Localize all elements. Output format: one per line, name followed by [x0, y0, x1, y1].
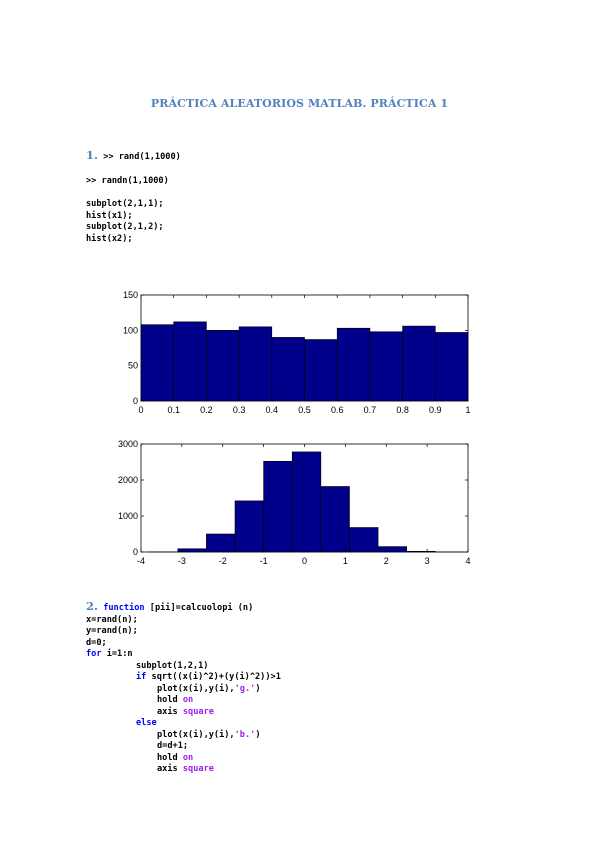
paren: )	[255, 683, 261, 694]
for-keyword: for	[86, 649, 102, 659]
on-keyword: on	[182, 752, 194, 763]
histogram-bar	[304, 339, 338, 402]
on-keyword: on	[182, 695, 194, 705]
plot-blue-line: plot(x(i),y(i),'b.')	[86, 730, 281, 742]
code-line: subplot(2,1,1);	[86, 199, 164, 209]
histogram-figure: 0 0.1 0.2 0.3 0.4 0.5 0.6 0.7 0.8 0.9 1 0 50 100 150 -4…	[118, 290, 471, 566]
x-tick-label: -4	[137, 556, 145, 566]
x-tick-label: 0	[138, 405, 143, 415]
rand-command: >> rand(1,1000)	[98, 152, 181, 162]
x-tick-label: -2	[219, 556, 227, 566]
axis-square-line: axis square	[86, 764, 281, 776]
section2-number: 2.	[86, 599, 99, 613]
x-tick-label: -1	[260, 556, 268, 566]
if-condition: sqrt((x(i)^2)+(y(i)^2))>1	[146, 672, 281, 682]
if-line: if sqrt((x(i)^2)+(y(i)^2))>1	[86, 672, 281, 684]
section2-code-block: 2. function [pii]=calcuolopi (n) x=rand(n…	[86, 599, 281, 776]
section1-line1: 1. >> rand(1,1000)	[86, 148, 181, 164]
axis-command: axis	[157, 706, 183, 717]
code-line: x=rand(n);	[86, 614, 138, 625]
y-tick-label: 1000	[118, 511, 138, 521]
randn-command: >> randn(1,1000)	[86, 176, 169, 186]
x-tick-label: 0.8	[396, 405, 409, 415]
for-line: for i=1:n	[86, 649, 281, 661]
x-tick-label: 0.6	[331, 405, 344, 415]
y-tick-label: 0	[133, 547, 138, 557]
histogram-bar	[238, 326, 273, 402]
histogram-charts-svg: 0 0.1 0.2 0.3 0.4 0.5 0.6 0.7 0.8 0.9 1050100150-4…	[118, 290, 471, 566]
square-keyword: square	[182, 764, 214, 774]
hold-on-line: hold on	[86, 753, 281, 765]
y-tick-label: 100	[123, 325, 138, 335]
histogram-bar	[263, 460, 293, 553]
document-title: PRÁCTICA ALEATORIOS MATLAB. PRÁCTICA 1	[150, 97, 449, 110]
y-tick-label: 2000	[118, 475, 138, 485]
histogram-bar	[434, 332, 469, 402]
histogram-bar	[336, 327, 371, 402]
plot-call: plot(x(i),y(i),	[157, 683, 235, 694]
x-tick-label: -3	[178, 556, 186, 566]
histogram-bar	[377, 546, 407, 553]
histogram-bar	[234, 500, 264, 553]
y-tick-label: 50	[128, 361, 138, 371]
hold-command: hold	[157, 752, 183, 763]
section1-code-block: subplot(2,1,1); hist(x1); subplot(2,1,2); h…	[86, 199, 164, 245]
axis-command: axis	[157, 764, 183, 774]
histogram-bar	[406, 550, 436, 553]
x-tick-label: 0.7	[364, 405, 377, 415]
x-tick-label: 0.1	[167, 405, 180, 415]
x-tick-label: 4	[465, 556, 470, 566]
histogram-bar	[173, 321, 207, 402]
y-tick-label: 150	[123, 290, 138, 300]
paren: )	[255, 729, 261, 740]
function-header: 2. function [pii]=calcuolopi (n)	[86, 599, 281, 615]
square-keyword: square	[182, 706, 214, 717]
x-tick-label: 0.5	[298, 405, 311, 415]
function-keyword: function	[103, 603, 145, 613]
code-line: d=0;	[86, 637, 107, 648]
hold-on-line: hold on	[86, 695, 281, 707]
histogram-bar	[320, 486, 350, 553]
string-literal: 'g.'	[234, 683, 256, 694]
else-line: else	[86, 718, 281, 730]
histogram-bar	[206, 533, 236, 553]
hold-command: hold	[157, 695, 183, 705]
x-tick-label: 1	[465, 405, 470, 415]
code-line: y=rand(n);	[86, 626, 138, 636]
code-line: hist(x2);	[86, 233, 133, 244]
plot-green-line: plot(x(i),y(i),'g.')	[86, 684, 281, 696]
histogram-bar	[140, 324, 175, 402]
y-tick-label: 0	[133, 396, 138, 406]
histogram-bar	[402, 325, 436, 402]
x-tick-label: 2	[384, 556, 389, 566]
section1-number: 1.	[86, 148, 99, 162]
x-tick-label: 1	[343, 556, 348, 566]
x-tick-label: 0	[302, 556, 307, 566]
subplot-line: subplot(1,2,1)	[136, 660, 209, 671]
if-keyword: if	[136, 672, 147, 682]
increment-line: d=d+1;	[157, 741, 189, 751]
histogram-bar	[369, 331, 403, 402]
y-tick-label: 3000	[118, 439, 138, 449]
code-line: subplot(2,1,2);	[86, 222, 164, 232]
string-literal: 'b.'	[234, 729, 256, 740]
histogram-bar	[291, 451, 322, 553]
x-tick-label: 0.4	[266, 405, 279, 415]
histogram-bar	[271, 337, 305, 402]
x-tick-label: 0.9	[429, 405, 442, 415]
histogram-bar	[206, 330, 240, 402]
code-line: hist(x1);	[86, 210, 133, 221]
axis-square-line: axis square	[86, 707, 281, 719]
else-keyword: else	[136, 718, 157, 728]
x-tick-label: 3	[425, 556, 430, 566]
histogram-bar	[349, 527, 379, 553]
for-range: i=1:n	[101, 649, 133, 659]
function-signature: [pii]=calcuolopi (n)	[144, 603, 254, 613]
x-tick-label: 0.2	[200, 405, 213, 415]
x-tick-label: 0.3	[233, 405, 246, 415]
plot-call: plot(x(i),y(i),	[157, 729, 235, 740]
